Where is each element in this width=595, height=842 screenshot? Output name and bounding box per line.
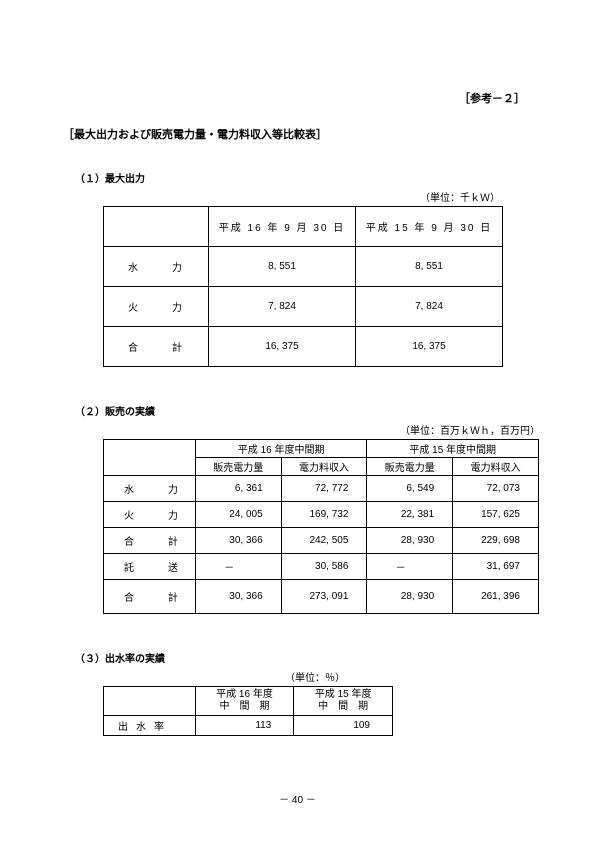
cell: 273, 091 xyxy=(281,580,367,614)
cell: 31, 697 xyxy=(453,554,539,580)
col-head-h16: 平成 16 年 9 月 30 日 xyxy=(209,207,356,247)
cell: 72, 772 xyxy=(281,476,367,502)
cell: 30, 586 xyxy=(281,554,367,580)
sec1-title: （１）最大出力 xyxy=(75,170,540,185)
sub-col: 販売電力量 xyxy=(195,458,281,476)
reference-marker: ［参考－２］ xyxy=(459,90,525,106)
row-water: 水 力 xyxy=(104,476,196,502)
table-max-output: 平成 16 年 9 月 30 日 平成 15 年 9 月 30 日 水 力 8,… xyxy=(103,206,503,367)
cell: 242, 505 xyxy=(281,528,367,554)
sec1-unit: （単位：千ｋＷ） xyxy=(55,189,500,204)
row-water: 水 力 xyxy=(104,247,209,287)
cell: 113 xyxy=(195,716,294,736)
cell: 28, 930 xyxy=(367,580,453,614)
cell: 109 xyxy=(294,716,393,736)
cell: 229, 698 xyxy=(453,528,539,554)
sec2-title: （２）販売の実績 xyxy=(75,403,540,418)
row-total: 合 計 xyxy=(104,580,196,614)
row-fire: 火 力 xyxy=(104,502,196,528)
row-water-rate: 出水率 xyxy=(104,716,196,736)
table-sales: 平成 16 年度中間期 平成 15 年度中間期 販売電力量 電力料収入 販売電力… xyxy=(103,439,539,614)
sec3-unit: （単位：％） xyxy=(55,669,345,684)
document-title: ［最大出力および販売電力量・電力料収入等比較表］ xyxy=(63,126,540,142)
cell: 16, 375 xyxy=(356,327,503,367)
cell: 28, 930 xyxy=(367,528,453,554)
sec3-title: （３）出水率の実績 xyxy=(75,650,540,665)
cell: 16, 375 xyxy=(209,327,356,367)
cell: 30, 366 xyxy=(195,580,281,614)
cell: 6, 361 xyxy=(195,476,281,502)
cell: 8, 551 xyxy=(356,247,503,287)
cell: － xyxy=(195,554,281,580)
cell: 261, 396 xyxy=(453,580,539,614)
cell: 72, 073 xyxy=(453,476,539,502)
col-head-h15: 平成 15 年 9 月 30 日 xyxy=(356,207,503,247)
cell: 7, 824 xyxy=(356,287,503,327)
col-top-h15: 平成 15 年度中間期 xyxy=(367,440,539,458)
cell: 169, 732 xyxy=(281,502,367,528)
sub-col: 電力料収入 xyxy=(281,458,367,476)
col-top-h16: 平成 16 年度中間期 xyxy=(195,440,367,458)
sub-col: 販売電力量 xyxy=(367,458,453,476)
row-takusou: 託 送 xyxy=(104,554,196,580)
cell: 8, 551 xyxy=(209,247,356,287)
col-head-h16: 平成 16 年度中 間 期 xyxy=(195,687,294,716)
row-subtotal: 合 計 xyxy=(104,528,196,554)
sub-col: 電力料収入 xyxy=(453,458,539,476)
sec2-unit: （単位：百万ｋＷｈ，百万円） xyxy=(55,422,540,437)
row-total: 合 計 xyxy=(104,327,209,367)
cell: 24, 005 xyxy=(195,502,281,528)
table-water-rate: 平成 16 年度中 間 期 平成 15 年度中 間 期 出水率 113 109 xyxy=(103,686,393,736)
cell: 30, 366 xyxy=(195,528,281,554)
col-head-h15: 平成 15 年度中 間 期 xyxy=(294,687,393,716)
row-fire: 火 力 xyxy=(104,287,209,327)
page-number: － 40 － xyxy=(0,791,595,806)
cell: 157, 625 xyxy=(453,502,539,528)
cell: 7, 824 xyxy=(209,287,356,327)
cell: 22, 381 xyxy=(367,502,453,528)
cell: 6, 549 xyxy=(367,476,453,502)
cell: － xyxy=(367,554,453,580)
